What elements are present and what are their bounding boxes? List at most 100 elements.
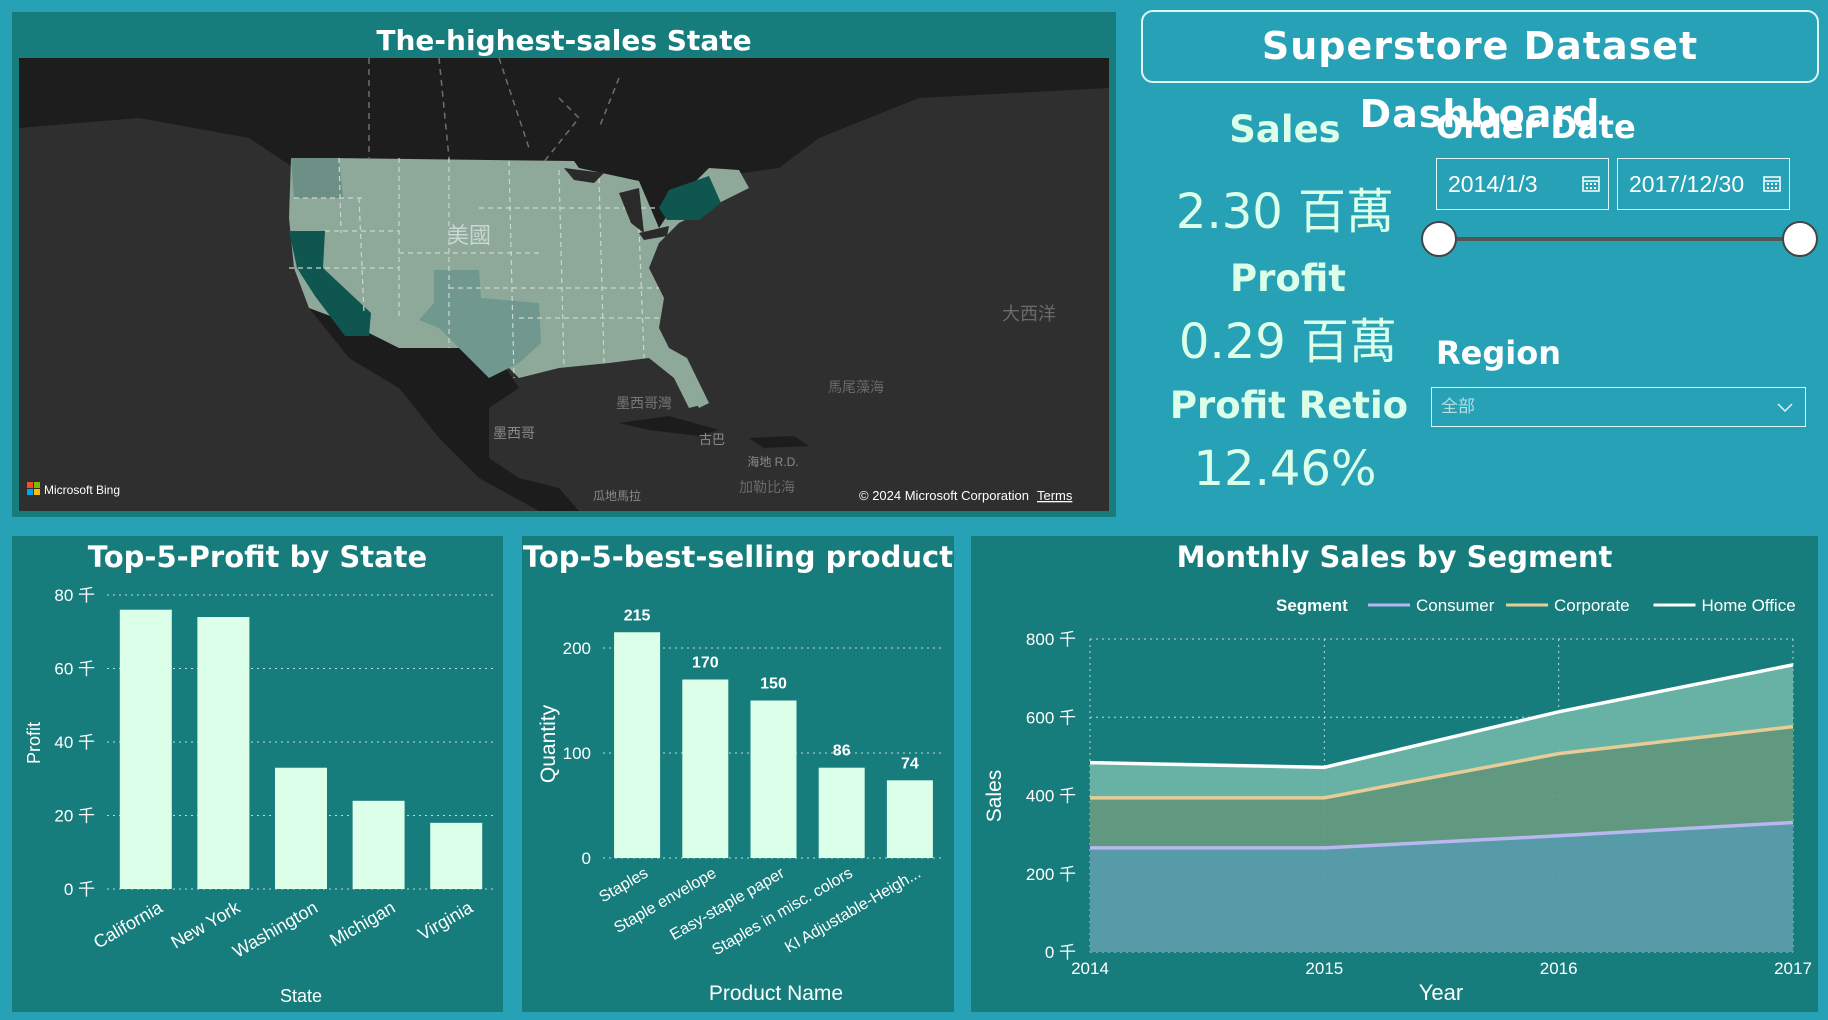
- bing-label: Microsoft Bing: [44, 483, 120, 497]
- state-california: [289, 231, 371, 336]
- canada-land: [19, 58, 1109, 228]
- y-tick-label: 200 千: [1026, 865, 1076, 884]
- profit-value: 0.29 百萬: [1178, 314, 1398, 370]
- bar[interactable]: [886, 780, 933, 858]
- canada-borders: [368, 58, 620, 169]
- country-label: 美國: [447, 223, 491, 248]
- calendar-icon[interactable]: [1763, 174, 1781, 192]
- date-slider-end-handle[interactable]: [1782, 221, 1818, 257]
- bar[interactable]: [275, 767, 327, 889]
- y-tick-label: 60 千: [54, 660, 95, 679]
- legend-entry[interactable]: Home Office: [1702, 596, 1796, 615]
- x-axis-label: Product Name: [709, 982, 843, 1005]
- area-series[interactable]: [1090, 726, 1793, 848]
- region-selected-value: 全部: [1441, 397, 1475, 416]
- product-chart-title: Top-5-best-selling product: [522, 540, 954, 574]
- legend-entry[interactable]: Corporate: [1554, 596, 1630, 615]
- y-axis-label: Profit: [24, 722, 44, 764]
- dashboard-title: Superstore Dataset Dashboard: [1141, 10, 1819, 136]
- series-line[interactable]: [1090, 820, 1794, 850]
- sales-label: Sales: [1229, 108, 1341, 151]
- calendar-icon[interactable]: [1582, 174, 1600, 192]
- y-axis-label: Sales: [983, 770, 1006, 823]
- x-axis-label: State: [280, 986, 322, 1006]
- y-tick-label: 0 千: [1045, 943, 1076, 962]
- sales-map[interactable]: 美國 大西洋 墨西哥灣 墨西哥 馬尾藻海 古巴 海地 R.D. 加勒比海 瓜地馬…: [19, 58, 1109, 511]
- bing-logo: [27, 482, 40, 495]
- series-line[interactable]: [1090, 724, 1794, 800]
- x-tick-label: 2014: [1071, 959, 1109, 978]
- profit-label: Profit: [1230, 257, 1346, 300]
- map-canvas: 美國 大西洋 墨西哥灣 墨西哥 馬尾藻海 古巴 海地 R.D. 加勒比海 瓜地馬…: [19, 58, 1109, 511]
- sales-value: 2.30 百萬: [1175, 184, 1395, 240]
- ocean-label: 海地 R.D.: [747, 454, 798, 469]
- region-dropdown[interactable]: 全部: [1431, 387, 1806, 427]
- y-tick-label: 0 千: [64, 880, 95, 899]
- ocean-label: 大西洋: [1002, 304, 1056, 324]
- date-slider-track[interactable]: [1457, 237, 1802, 241]
- bar[interactable]: [818, 767, 865, 858]
- area-series[interactable]: [1090, 822, 1793, 952]
- best-selling-panel: Top-5-best-selling product 0 100 200 215 Sta…: [522, 536, 954, 1012]
- x-tick-label: Virginia: [414, 897, 477, 945]
- x-tick-label: Staples: [596, 865, 651, 906]
- chevron-down-icon[interactable]: [1777, 400, 1793, 414]
- map-terms-link[interactable]: Terms: [1037, 488, 1073, 503]
- data-label: 150: [760, 676, 787, 693]
- monthly-sales-panel: Monthly Sales by Segment Segment Consumer…: [971, 536, 1818, 1012]
- ocean-label: 馬尾藻海: [828, 379, 884, 395]
- x-tick-label: 2017: [1774, 959, 1812, 978]
- map-panel: The-highest-sales State 美: [12, 12, 1116, 517]
- y-tick-label: 400 千: [1026, 787, 1076, 806]
- legend-entry[interactable]: Consumer: [1416, 596, 1495, 615]
- ocean-label: 墨西哥: [493, 425, 535, 441]
- legend: Segment Consumer Corporate Home Office: [1276, 596, 1796, 615]
- order-date-label: Order Date: [1436, 108, 1636, 146]
- bar[interactable]: [197, 617, 250, 889]
- y-tick-label: 20 千: [54, 807, 95, 826]
- ocean-label: 瓜地馬拉: [593, 488, 641, 503]
- bar[interactable]: [614, 632, 661, 858]
- bar[interactable]: [430, 822, 483, 889]
- ocean-label: 加勒比海: [739, 479, 795, 495]
- x-tick-label: California: [90, 897, 167, 953]
- y-tick-label: 600 千: [1026, 708, 1076, 727]
- profit-by-state-panel: Top-5-Profit by State 0 千 20 千 40 千 60 千 80 …: [12, 536, 503, 1012]
- bar[interactable]: [682, 679, 729, 859]
- bar[interactable]: [750, 700, 797, 859]
- y-tick-label: 0: [582, 849, 591, 868]
- y-tick-label: 100: [563, 744, 591, 763]
- x-tick-label: Washington: [229, 897, 321, 962]
- end-date-input[interactable]: 2017/12/30: [1617, 158, 1790, 210]
- bar[interactable]: [352, 800, 405, 889]
- y-tick-label: 800 千: [1026, 630, 1076, 649]
- profit-ratio-label: Profit Retio: [1169, 384, 1409, 427]
- x-axis-label: Year: [1419, 980, 1463, 1005]
- end-date-value: 2017/12/30: [1629, 171, 1745, 197]
- series-line[interactable]: [1089, 663, 1794, 770]
- ocean-label: 古巴: [699, 432, 725, 447]
- bar[interactable]: [119, 609, 172, 889]
- profit-ratio-value: 12.46%: [1193, 441, 1377, 497]
- legend-title: Segment: [1276, 596, 1348, 615]
- mexico-land: [309, 308, 579, 511]
- data-label: 170: [692, 655, 719, 672]
- data-label: 215: [624, 607, 651, 624]
- y-axis-label: Quantity: [537, 704, 560, 783]
- data-label: 74: [901, 755, 919, 772]
- state-borders: [289, 157, 659, 379]
- map-title: The-highest-sales State: [376, 24, 752, 57]
- great-lakes: [564, 168, 669, 240]
- profit-chart-title: Top-5-Profit by State: [87, 540, 428, 574]
- x-tick-label: 2016: [1540, 959, 1578, 978]
- date-slider-start-handle[interactable]: [1421, 221, 1457, 257]
- y-tick-label: 40 千: [54, 733, 95, 752]
- x-tick-label: Easy-staple paper: [667, 864, 788, 944]
- y-tick-label: 200: [563, 639, 591, 658]
- area-series[interactable]: [1090, 664, 1793, 798]
- map-copyright: © 2024 Microsoft Corporation: [859, 488, 1029, 503]
- start-date-input[interactable]: 2014/1/3: [1436, 158, 1609, 210]
